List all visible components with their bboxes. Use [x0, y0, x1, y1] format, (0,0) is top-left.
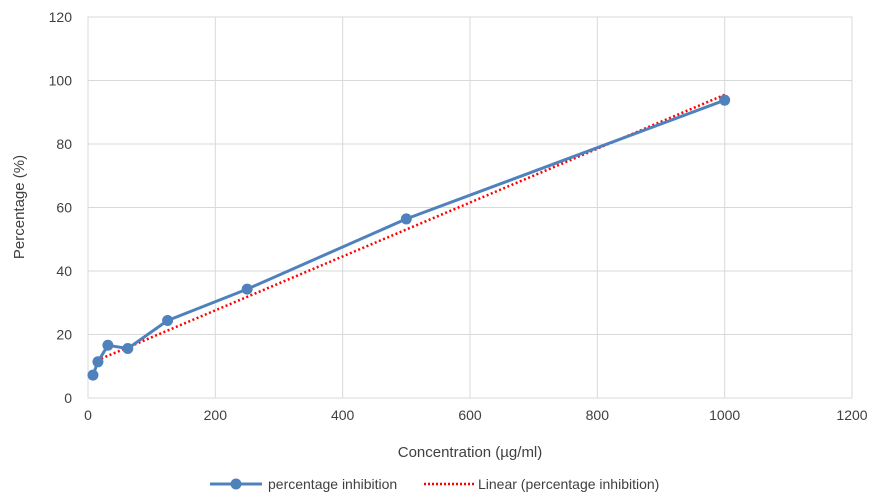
x-tick-label: 400: [331, 407, 355, 423]
data-point: [102, 339, 114, 351]
legend-label-trendline: Linear (percentage inhibition): [478, 476, 659, 492]
x-axis-title: Concentration (µg/ml): [398, 444, 543, 461]
series-layer: [87, 94, 731, 381]
y-tick-label: 100: [49, 73, 73, 89]
x-tick-label: 200: [204, 407, 228, 423]
data-point: [719, 94, 731, 106]
y-tick-label: 40: [56, 263, 72, 279]
y-axis-tick-labels: 0 20 40 60 80 100 120: [49, 9, 73, 406]
legend: percentage inhibition Linear (percentage…: [210, 476, 659, 492]
data-point: [241, 283, 253, 295]
data-point: [122, 342, 134, 354]
data-point: [162, 315, 174, 327]
legend-swatch-marker: [230, 478, 242, 490]
data-point: [400, 213, 412, 225]
x-axis-tick-labels: 0 200 400 600 800 1000 1200: [84, 407, 868, 423]
y-tick-label: 80: [56, 136, 72, 152]
y-tick-label: 60: [56, 200, 72, 216]
x-tick-label: 800: [586, 407, 610, 423]
plot-area-border: [87, 16, 853, 399]
x-tick-label: 1200: [836, 407, 867, 423]
x-tick-label: 1000: [709, 407, 740, 423]
legend-item-trendline: Linear (percentage inhibition): [424, 476, 659, 492]
legend-item-series-1: percentage inhibition: [210, 476, 397, 492]
y-axis-title: Percentage (%): [11, 155, 28, 259]
x-tick-label: 0: [84, 407, 92, 423]
y-tick-label: 120: [49, 9, 73, 25]
data-point: [92, 356, 104, 368]
legend-label-series-1: percentage inhibition: [268, 476, 397, 492]
x-tick-label: 600: [458, 407, 482, 423]
y-tick-label: 20: [56, 327, 72, 343]
data-point: [87, 369, 99, 381]
y-tick-label: 0: [64, 390, 72, 406]
